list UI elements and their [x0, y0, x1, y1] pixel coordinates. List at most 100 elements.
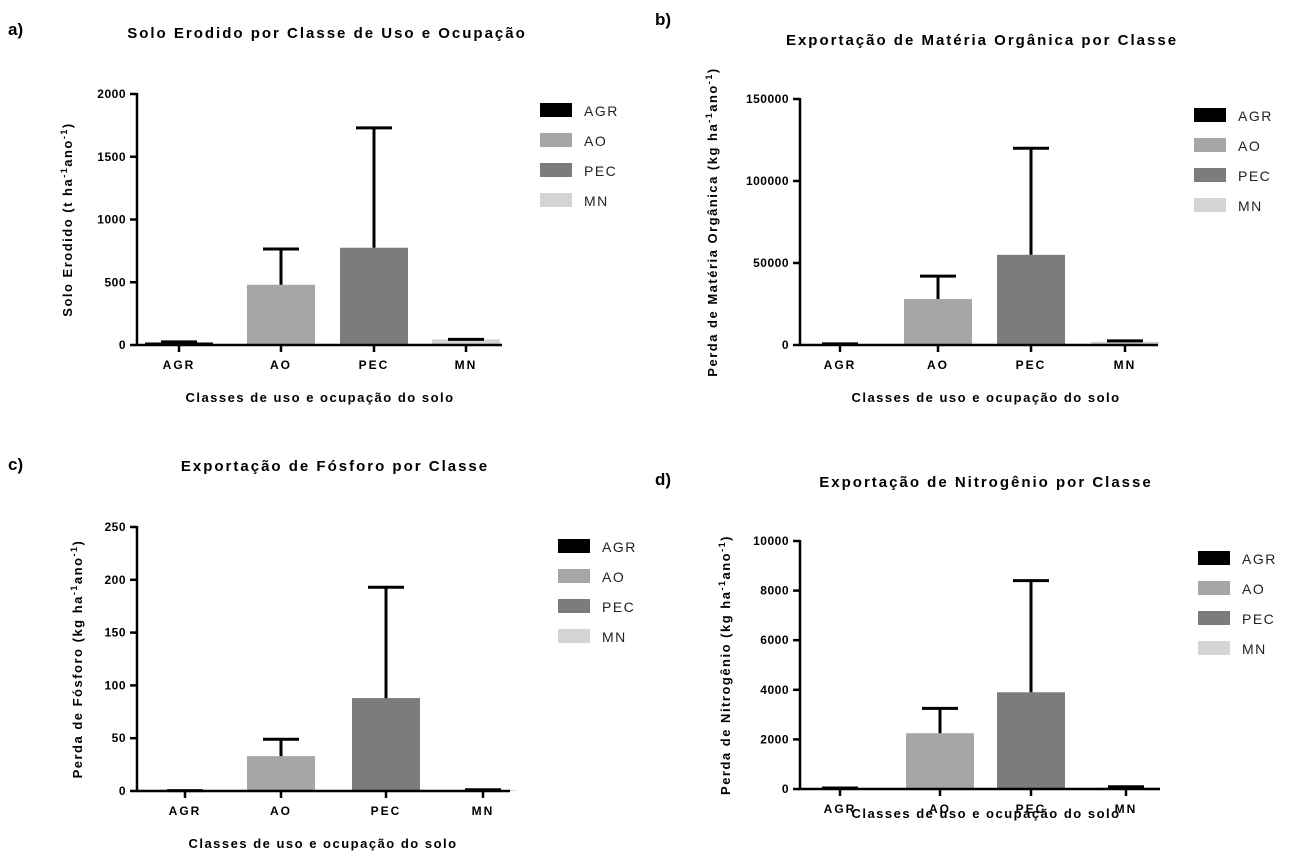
x-tick-label: PEC [1016, 358, 1047, 372]
legend-label-pec: PEC [584, 163, 617, 179]
legend-label-agr: AGR [1238, 108, 1273, 124]
legend-swatch-pec [1198, 611, 1230, 625]
y-tick-label: 0 [119, 784, 126, 798]
chart-panel-4: d) Exportação de Nitrogênio por Classe 0 20… [655, 470, 1277, 821]
x-axis-title: Classes de uso e ocupação do solo [851, 806, 1120, 821]
y-tick-label: 1500 [97, 150, 126, 164]
y-axis-title: Perda de Fósforo (kg ha-1ano-1) [69, 540, 85, 779]
legend-label-mn: MN [1242, 641, 1267, 657]
bar-mn [1091, 341, 1159, 345]
bar-agr [145, 342, 213, 345]
legend-swatch-ao [1198, 581, 1230, 595]
legend-swatch-pec [540, 163, 572, 177]
bar-ao [247, 756, 315, 791]
legend-label-pec: PEC [1238, 168, 1271, 184]
legend-label-mn: MN [602, 629, 627, 645]
bar-mn [432, 339, 500, 345]
y-tick-label: 50 [112, 731, 126, 745]
bar-pec [997, 254, 1065, 345]
y-tick-label: 500 [104, 275, 126, 289]
y-tick-label: 200 [104, 573, 126, 587]
x-tick-label: AO [927, 358, 949, 372]
chart-title: Exportação de Fósforo por Classe [181, 458, 489, 475]
x-tick-label: AO [929, 802, 951, 816]
chart-panel-3: c) Exportação de Fósforo por Classe 0 50 100… [8, 455, 637, 851]
chart-title: Exportação de Matéria Orgânica por Class… [786, 32, 1178, 49]
y-tick-label: 0 [782, 782, 789, 796]
chart-panel-1: a) Solo Erodido por Classe de Uso e Ocupa… [8, 20, 619, 405]
x-axis-title: Classes de uso e ocupação do solo [851, 390, 1120, 405]
y-tick-label: 4000 [760, 683, 789, 697]
legend-swatch-pec [1194, 168, 1226, 182]
legend-label-pec: PEC [602, 599, 635, 615]
y-tick-label: 1000 [97, 213, 126, 227]
legend-swatch-pec [558, 599, 590, 613]
legend-swatch-mn [558, 629, 590, 643]
legend-swatch-ao [540, 133, 572, 147]
y-tick-label: 10000 [753, 534, 789, 548]
panel-label: c) [8, 455, 23, 474]
panel-label: d) [655, 470, 671, 489]
x-tick-label: AGR [169, 804, 202, 818]
x-tick-label: AGR [824, 802, 857, 816]
legend-swatch-agr [558, 539, 590, 553]
x-tick-label: PEC [371, 804, 402, 818]
x-tick-label: MN [455, 358, 478, 372]
legend-swatch-ao [1194, 138, 1226, 152]
y-axis-title: Perda de Matéria Orgânica (kg ha-1ano-1) [704, 67, 720, 376]
x-tick-label: PEC [359, 358, 390, 372]
y-tick-label: 250 [104, 520, 126, 534]
y-tick-label: 0 [119, 338, 126, 352]
legend-label-ao: AO [584, 133, 607, 149]
legend-label-ao: AO [1242, 581, 1265, 597]
legend-label-agr: AGR [602, 539, 637, 555]
chart-panel-2: b) Exportação de Matéria Orgânica por Cla… [655, 10, 1273, 405]
legend-swatch-agr [540, 103, 572, 117]
x-tick-label: AGR [824, 358, 857, 372]
legend-swatch-agr [1198, 551, 1230, 565]
legend-label-mn: MN [584, 193, 609, 209]
legend-swatch-mn [1194, 198, 1226, 212]
y-tick-label: 100000 [746, 174, 789, 188]
legend-label-ao: AO [602, 569, 625, 585]
legend-label-agr: AGR [584, 103, 619, 119]
y-tick-label: 2000 [97, 87, 126, 101]
bar-pec [340, 247, 408, 345]
x-tick-label: MN [1114, 358, 1137, 372]
x-tick-label: PEC [1016, 802, 1047, 816]
legend-swatch-mn [1198, 641, 1230, 655]
y-tick-label: 6000 [760, 633, 789, 647]
x-tick-label: AGR [163, 358, 196, 372]
x-axis-title: Classes de uso e ocupação do solo [188, 836, 457, 851]
bar-ao [904, 299, 972, 345]
x-tick-label: MN [1115, 802, 1138, 816]
bar-ao [247, 284, 315, 345]
legend-label-ao: AO [1238, 138, 1261, 154]
bar-pec [997, 692, 1065, 789]
y-tick-label: 8000 [760, 584, 789, 598]
y-axis-title: Perda de Nitrogênio (kg ha-1ano-1) [717, 535, 733, 795]
y-axis-title: Solo Erodido (t ha-1ano-1) [59, 122, 75, 316]
legend-swatch-agr [1194, 108, 1226, 122]
legend-label-agr: AGR [1242, 551, 1277, 567]
chart-title: Exportação de Nitrogênio por Classe [819, 474, 1152, 491]
x-tick-label: MN [472, 804, 495, 818]
bar-pec [352, 698, 420, 791]
legend-label-pec: PEC [1242, 611, 1275, 627]
x-axis-title: Classes de uso e ocupação do solo [185, 390, 454, 405]
legend-swatch-ao [558, 569, 590, 583]
y-tick-label: 150000 [746, 92, 789, 106]
y-tick-label: 2000 [760, 732, 789, 746]
bar-ao [906, 733, 974, 789]
panel-label: b) [655, 10, 671, 29]
y-tick-label: 50000 [753, 256, 789, 270]
chart-title: Solo Erodido por Classe de Uso e Ocupaçã… [127, 25, 527, 42]
y-tick-label: 0 [782, 338, 789, 352]
legend-swatch-mn [540, 193, 572, 207]
y-tick-label: 150 [104, 626, 126, 640]
x-tick-label: AO [270, 358, 292, 372]
y-tick-label: 100 [104, 678, 126, 692]
legend-label-mn: MN [1238, 198, 1263, 214]
panel-label: a) [8, 20, 23, 39]
